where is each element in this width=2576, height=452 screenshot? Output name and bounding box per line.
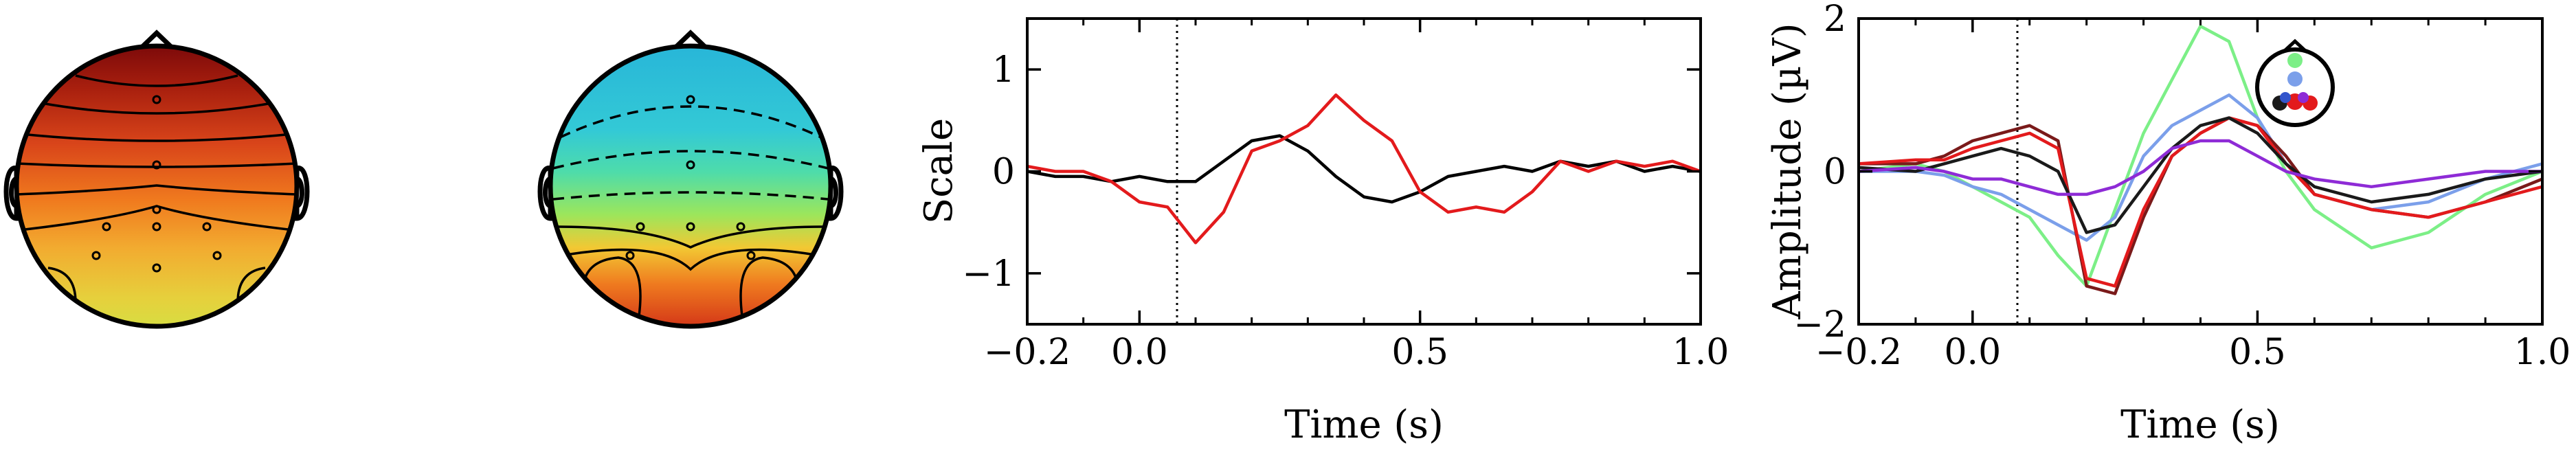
series-line-1 (1859, 93, 2542, 242)
series-line-4 (1859, 116, 2542, 234)
topomap-2 (537, 30, 844, 329)
contour-line-dashed (552, 191, 829, 201)
topomap-2-left-ear (537, 166, 553, 221)
topomap-1-right-ear (294, 166, 310, 221)
chart-2-xlabel: Time (s) (2120, 403, 2280, 447)
sensor-dot (686, 222, 695, 231)
topomap-1-left-ear (3, 166, 19, 221)
inset-sensor-dot (2280, 92, 2291, 103)
sensor-dot (152, 263, 161, 273)
contour-line (16, 184, 297, 196)
x-tick-label: 1.0 (1672, 332, 1729, 373)
series-line-3 (1859, 116, 2542, 288)
topomap-1 (3, 30, 310, 329)
series-line-0 (1859, 24, 2542, 288)
chart-2-series (1859, 24, 2542, 295)
contour-line (16, 162, 297, 168)
chart-1-series (1027, 93, 1701, 245)
y-tick-label: 2 (1824, 0, 1846, 40)
topomap-2-outline (548, 43, 833, 329)
series-line-2 (1859, 116, 2542, 295)
topomap-2-contours (552, 105, 829, 317)
topomap-2-sensors (625, 95, 756, 260)
x-tick-label: −0.2 (1815, 332, 1902, 373)
x-tick-label: 0.0 (1111, 332, 1168, 373)
y-tick-label: 1 (992, 49, 1015, 91)
y-tick-label: 0 (992, 152, 1015, 193)
contour-line (20, 133, 293, 142)
contour-line (41, 102, 273, 115)
x-tick-label: 0.5 (1391, 332, 1448, 373)
sensor-dot (202, 222, 212, 231)
y-tick-label: 0 (1824, 152, 1846, 193)
x-tick-label: 0.0 (1944, 332, 2001, 373)
sensor-dot (686, 95, 695, 104)
sensor-dot (152, 205, 161, 214)
sensor-inset (2255, 38, 2335, 127)
sensor-dot (212, 251, 222, 260)
series-line-0 (1027, 134, 1701, 204)
contour-line (556, 225, 825, 249)
sensor-dot (625, 251, 635, 260)
topomap-1-outline (14, 43, 300, 329)
contour-line (47, 267, 77, 303)
sensor-dot (152, 95, 161, 104)
chart-2-frame (1857, 17, 2544, 326)
x-tick-label: 0.5 (2229, 332, 2286, 373)
sensor-dot (152, 160, 161, 170)
y-tick-label: −2 (1793, 304, 1846, 346)
contour-line (75, 74, 238, 87)
x-tick-label: 1.0 (2514, 332, 2571, 373)
chart-1-frame (1026, 17, 1702, 326)
sensor-dot (152, 222, 161, 231)
sensor-dot (636, 222, 645, 231)
chart-2-ylabel: Amplitude (µV) (1765, 23, 1810, 319)
series-line-1 (1027, 93, 1701, 245)
series-line-5 (1859, 139, 2542, 196)
inset-sensor-dot (2287, 53, 2303, 68)
chart-2-ticks: −0.2 0.0 0.5 1.0 −2 0 2 (1793, 0, 2571, 373)
inset-sensor-dot (2287, 71, 2303, 87)
sensor-dot (686, 160, 695, 170)
contour-line (236, 267, 266, 303)
sensor-dot (102, 222, 111, 231)
sensor-dot (736, 222, 746, 231)
y-tick-label: −1 (962, 253, 1015, 295)
x-tick-label: −0.2 (984, 332, 1071, 373)
chart-1-ylabel: Scale (917, 118, 961, 224)
contour-line-dashed (552, 150, 829, 170)
chart-1-ticks: −0.2 0.0 0.5 1.0 −1 0 1 (962, 19, 1729, 373)
topomap-2-right-ear (828, 166, 844, 221)
line-chart-1: −0.2 0.0 0.5 1.0 −1 0 1 Time (s) Scale (917, 17, 1729, 447)
contour-line (570, 248, 811, 271)
inset-sensor-dot (2298, 92, 2309, 103)
contour-line-dashed (559, 105, 822, 139)
line-chart-2: −0.2 0.0 0.5 1.0 −2 0 2 Time (s) Amplitude (µV… (1765, 0, 2571, 447)
sensor-dot (746, 251, 756, 260)
chart-1-xlabel: Time (s) (1284, 403, 1444, 447)
sensor-dot (91, 251, 101, 260)
topomap-1-sensors (91, 95, 222, 273)
